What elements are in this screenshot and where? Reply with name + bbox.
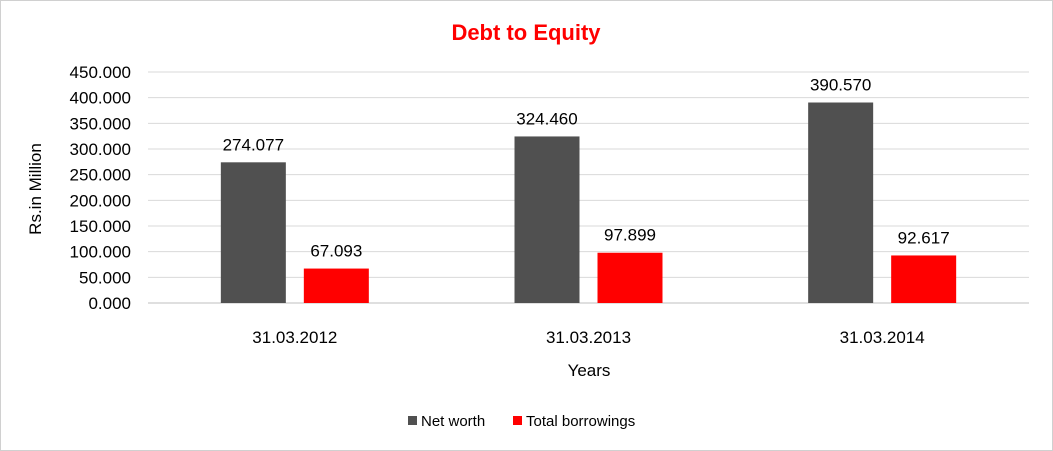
y-axis-ticks: 0.000 50.000 100.000 150.000 200.000 250.000 3…	[70, 63, 131, 313]
y-tick-label: 450.000	[70, 63, 131, 82]
y-axis-title: Rs.in Million	[26, 143, 45, 235]
legend-label: Net worth	[421, 413, 485, 430]
bar-total-borrowings	[597, 252, 663, 303]
bar-net-worth	[808, 102, 874, 303]
y-tick-label: 150.000	[70, 217, 131, 236]
bar-net-worth	[220, 162, 286, 303]
data-label: 390.570	[810, 76, 871, 95]
data-labels: 274.077 67.093 324.460 97.899 390.570 92.617	[223, 76, 950, 261]
gridlines	[148, 71, 1029, 304]
bar-net-worth	[514, 136, 580, 303]
legend: Net worth Total borrowings	[408, 413, 635, 430]
x-axis-categories: 31.03.2012 31.03.2013 31.03.2014	[252, 328, 924, 347]
legend-swatch	[513, 416, 522, 425]
y-tick-label: 0.000	[88, 294, 131, 313]
bars	[220, 102, 957, 303]
data-label: 92.617	[898, 228, 950, 247]
y-tick-label: 50.000	[79, 268, 131, 287]
chart-title: Debt to Equity	[451, 20, 601, 45]
x-category-label: 31.03.2014	[840, 328, 925, 347]
y-tick-label: 250.000	[70, 166, 131, 185]
data-label: 324.460	[516, 109, 577, 128]
data-label: 67.093	[310, 242, 362, 261]
legend-swatch	[408, 416, 417, 425]
x-category-label: 31.03.2012	[252, 328, 337, 347]
x-category-label: 31.03.2013	[546, 328, 631, 347]
bar-total-borrowings	[303, 268, 369, 303]
y-tick-label: 350.000	[70, 114, 131, 133]
y-tick-label: 100.000	[70, 243, 131, 262]
data-label: 97.899	[604, 226, 656, 245]
data-label: 274.077	[223, 135, 284, 154]
y-tick-label: 300.000	[70, 140, 131, 159]
x-axis-title: Years	[568, 361, 611, 380]
legend-label: Total borrowings	[526, 413, 635, 430]
y-tick-label: 200.000	[70, 191, 131, 210]
bar-total-borrowings	[891, 255, 957, 303]
y-tick-label: 400.000	[70, 89, 131, 108]
